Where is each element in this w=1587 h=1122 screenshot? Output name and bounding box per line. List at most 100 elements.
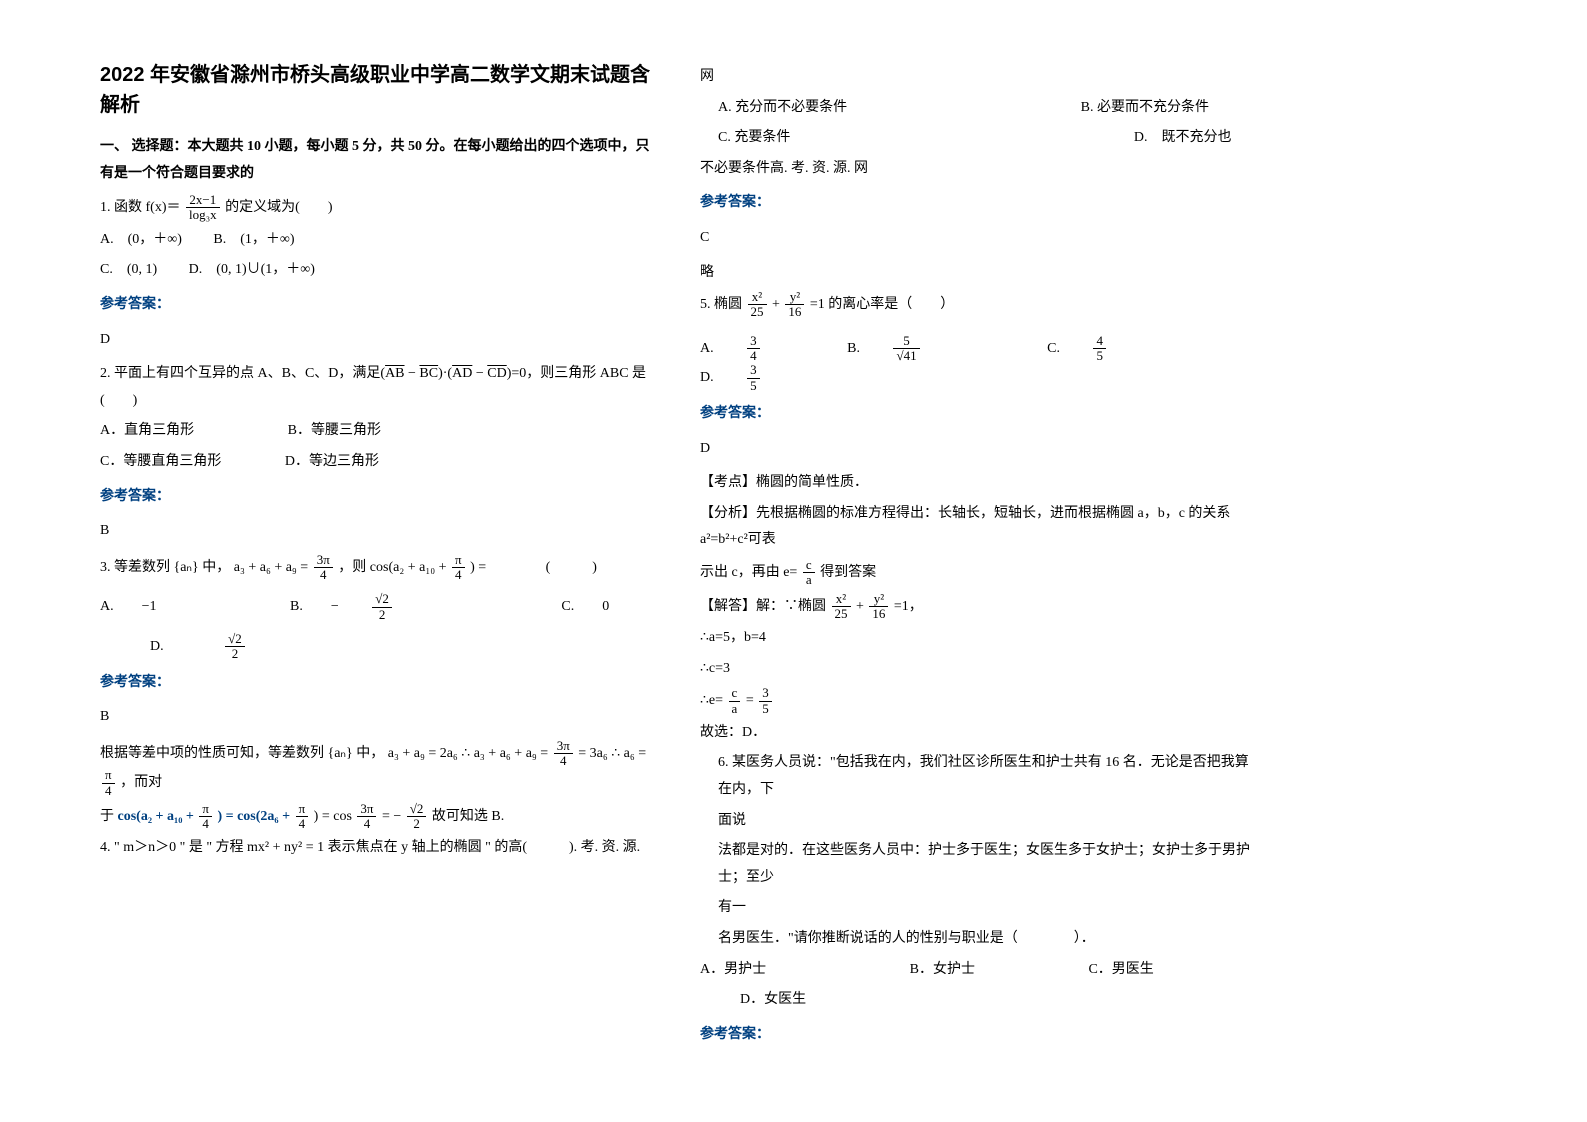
- q3-ecf1d: 4: [199, 816, 212, 831]
- q5-fr1n: x²: [748, 290, 767, 304]
- q2-vAB: AB: [385, 366, 404, 381]
- q3-expl-line1: 根据等差中项的性质可知，等差数列 {aₙ} 中， a₃ + a₉ = 2a₆ ∴…: [100, 739, 660, 798]
- q5-jdb: =1，: [894, 599, 923, 614]
- q6-line2: 面说: [700, 808, 1260, 835]
- q6-optB: B．女护士: [910, 957, 975, 984]
- q5-Cf: 45: [1093, 334, 1134, 364]
- q5-ef1n: c: [729, 686, 741, 700]
- q3-opts-row1: A. −1 B. − √2 2 C. 0: [100, 592, 660, 622]
- q5-Bn: 5: [893, 334, 919, 348]
- q5-optA: A. 34: [700, 334, 816, 364]
- q5-Dd: 5: [747, 378, 760, 393]
- q4-optD2: 不必要条件高. 考. 资. 源. 网: [700, 156, 1260, 183]
- q5-fx2b: 得到答案: [820, 565, 876, 580]
- q3-ecf2d: 4: [296, 816, 309, 831]
- q5-fx2fn: c: [803, 558, 815, 572]
- q1-stem-a: 1. 函数 f(x)＝: [100, 200, 181, 215]
- q5-jd-f2d: 16: [869, 606, 888, 621]
- q4-net: 网: [700, 64, 1260, 91]
- q3-ecf1n: π: [199, 802, 212, 816]
- q3-ef2n: π: [102, 768, 115, 782]
- q6-line3: 法都是对的．在这些医务人员中：护士多于医生；女医生多于女护士；女护士多于男护士；…: [700, 838, 1260, 891]
- q3-Bn: √2: [372, 592, 392, 606]
- q5-fr1d: 25: [748, 304, 767, 319]
- q6-line1: 6. 某医务人员说："包括我在内，我们社区诊所医生和护士共有 16 名．无论是否…: [700, 750, 1260, 803]
- q5-fx2fd: a: [803, 572, 815, 587]
- q5-Bf: 5√41: [893, 334, 947, 364]
- q5-ans: D: [700, 436, 1260, 463]
- q3-ecf2: π4: [296, 802, 309, 832]
- q5-fenxi2: 示出 c，再由 e= ca 得到答案: [700, 558, 1260, 588]
- q3-ecf2n: π: [296, 802, 309, 816]
- q3-refans: 参考答案：: [100, 670, 660, 697]
- page: 2022 年安徽省滁州市桥头高级职业中学高二数学文期末试题含解析 一、 选择题：…: [0, 0, 1587, 1096]
- q6-refans: 参考答案：: [700, 1022, 1260, 1049]
- q6-optA: A．男护士: [700, 957, 766, 984]
- q1-frac: 2x−1 log₃x: [186, 193, 220, 223]
- q2-optC: C．等腰直角三角形: [100, 449, 221, 476]
- q6-opts-row2: D．女医生: [700, 987, 1260, 1014]
- q3-frac2: π 4: [452, 553, 465, 583]
- q4-refans: 参考答案：: [700, 190, 1260, 217]
- q5-fx2a: 示出 c，再由 e=: [700, 565, 797, 580]
- doc-title: 2022 年安徽省滁州市桥头高级职业中学高二数学文期末试题含解析: [100, 60, 660, 120]
- q1-optD: D. (0, 1)∪(1，＋∞): [189, 257, 315, 284]
- q3-expl-line2a: 于: [100, 809, 118, 824]
- q4-optC: C. 充要条件: [718, 125, 790, 152]
- q2-ans: B: [100, 518, 660, 545]
- q2-vBC: BC: [419, 366, 438, 381]
- q6-line4: 有一: [700, 895, 1260, 922]
- q5-Af: 34: [747, 334, 788, 364]
- q1-opts-row2: C. (0, 1) D. (0, 1)∪(1，＋∞): [100, 257, 660, 284]
- q1-frac-num: 2x−1: [186, 193, 220, 207]
- q5-fr2n: y²: [785, 290, 804, 304]
- q4-opts-row1: A. 充分而不必要条件 B. 必要而不充分条件: [700, 95, 1260, 122]
- q3-expl-cos1: cos(a₂ + a₁₀ +: [118, 809, 198, 824]
- q5-ef2: 35: [759, 686, 772, 716]
- q3-expl-line2: 于 cos(a₂ + a₁₀ + π4 ) = cos(2a₆ + π4 ) =…: [100, 802, 660, 832]
- q5-Df: 35: [747, 363, 788, 393]
- q3-f2n: π: [452, 553, 465, 567]
- q3-expl-cos1b: ) = cos(2a₆ +: [217, 809, 293, 824]
- q5-ef2n: 3: [759, 686, 772, 700]
- q3-expl-cos1c: ) = cos: [314, 809, 352, 824]
- q2-m2: −: [472, 366, 487, 381]
- q1-optC: C. (0, 1): [100, 257, 157, 284]
- q3-ecf1: π4: [199, 802, 212, 832]
- q3-ecf3n: 3π: [357, 802, 376, 816]
- q5-optB: B. 5√41: [847, 334, 975, 364]
- q3-f2d: 4: [452, 567, 465, 582]
- q3-ef2: π4: [102, 768, 115, 798]
- q5-fr1: x²25: [748, 290, 767, 320]
- q5-jdf2: y²16: [869, 592, 888, 622]
- q3-Bd: 2: [372, 607, 392, 622]
- q2-mid: )·(: [438, 366, 452, 381]
- q5-jd-plus: +: [856, 599, 867, 614]
- q3-optC: C. 0: [561, 594, 609, 621]
- q5-jd-f1d: 25: [832, 606, 851, 621]
- q5-line-a: ∴a=5，b=4: [700, 625, 1260, 652]
- q3-expl-eq1: a₃ + a₉ = 2a₆ ∴ a₃ + a₆ + a₉ =: [388, 746, 552, 761]
- q5-fx2f: ca: [803, 558, 815, 588]
- q3-ecf4d: 2: [407, 816, 427, 831]
- q1-frac-den: log₃x: [186, 207, 220, 222]
- q2-opts-row1: A．直角三角形 B．等腰三角形: [100, 418, 660, 445]
- q3-ecf3: 3π4: [357, 802, 376, 832]
- q3-eq1: a₃ + a₆ + a₉ =: [234, 560, 312, 575]
- q1-refans: 参考答案：: [100, 292, 660, 319]
- q5-optC-pre: C.: [1019, 336, 1060, 363]
- q5-optC: C. 45: [1019, 334, 1162, 364]
- q3-optD-frac: √2 2: [225, 632, 273, 662]
- q5-ef1: ca: [729, 686, 741, 716]
- q3-Dd: 2: [225, 646, 245, 661]
- q5-fr2d: 16: [785, 304, 804, 319]
- q4-opts-row2: C. 充要条件 D. 既不充分也: [700, 125, 1260, 152]
- q2-refans: 参考答案：: [100, 484, 660, 511]
- q3-stem-a: 3. 等差数列 {aₙ} 中，: [100, 560, 230, 575]
- q3-optB-pre: B. −: [290, 594, 339, 621]
- q4-stem: 4. " m＞n＞0 " 是 " 方程 mx² + ny² = 1 表示焦点在 …: [100, 835, 660, 862]
- q3-stem: 3. 等差数列 {aₙ} 中， a₃ + a₆ + a₉ = 3π 4 ，则 c…: [100, 553, 660, 583]
- q3-f1n: 3π: [314, 553, 333, 567]
- q3-ef2d: 4: [102, 783, 115, 798]
- q5-line-e-eq: =: [746, 693, 757, 708]
